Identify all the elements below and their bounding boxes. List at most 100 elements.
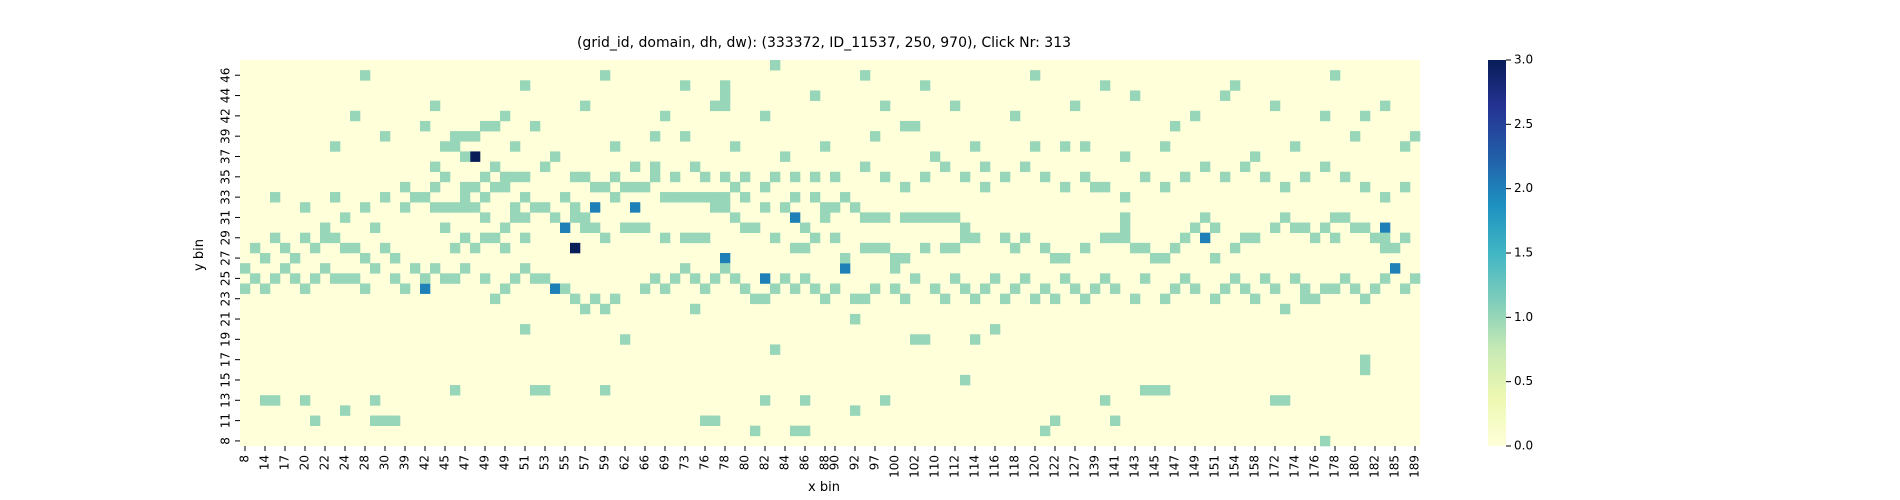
heatmap-cell (950, 242, 961, 254)
heatmap-cell (900, 253, 911, 264)
heatmap-cell (450, 242, 461, 254)
heatmap-cell (970, 141, 981, 152)
heatmap-cell (320, 232, 331, 244)
heatmap-cell (360, 283, 371, 294)
heatmap-cell (940, 242, 951, 254)
heatmap-cell (630, 222, 641, 233)
heatmap-cell (1130, 293, 1141, 305)
heatmap-cell (340, 405, 351, 416)
heatmap-cell (900, 120, 911, 132)
heatmap-cell (600, 70, 611, 81)
x-tick-label: 24 (338, 455, 352, 470)
x-tick-label: 14 (258, 455, 272, 470)
heatmap-cell (940, 212, 951, 223)
heatmap-cell (320, 222, 331, 233)
heatmap-cell (740, 192, 751, 203)
heatmap-cell (270, 273, 281, 284)
x-tick-label: 120 (1028, 455, 1042, 478)
heatmap-cell (1020, 232, 1031, 244)
heatmap-cell (420, 192, 431, 203)
heatmap-cell (1000, 171, 1011, 183)
heatmap-cell (770, 171, 781, 183)
heatmap-cell (1150, 385, 1161, 396)
y-tick-label: 35 (219, 169, 233, 184)
heatmap-cell (300, 283, 311, 294)
heatmap-cell (760, 181, 771, 193)
heatmap-cell (980, 181, 991, 193)
heatmap-cell (1040, 242, 1051, 254)
heatmap-cell (560, 192, 571, 203)
heatmap-cell (960, 374, 971, 386)
heatmap-cell (290, 273, 301, 284)
heatmap-cell (1330, 212, 1341, 223)
heatmap-cell (730, 212, 741, 223)
heatmap-cell (1080, 171, 1091, 183)
heatmap-cell (930, 283, 941, 294)
heatmap-cell (330, 232, 341, 244)
y-tick-label: 39 (219, 129, 233, 144)
x-tick-label: 145 (1148, 455, 1162, 478)
heatmap-cell (430, 202, 441, 213)
heatmap-cell (920, 212, 931, 223)
heatmap-cell (570, 171, 581, 183)
heatmap-cell (1180, 232, 1191, 244)
heatmap-cell (770, 60, 781, 71)
heatmap-cell (1290, 141, 1301, 152)
heatmap-cell (670, 171, 681, 183)
heatmap-cell (1260, 273, 1271, 284)
heatmap-cell (580, 303, 591, 315)
heatmap-cell (1170, 120, 1181, 132)
heatmap-cell (360, 202, 371, 213)
heatmap-cell (260, 283, 271, 294)
x-tick-label: 30 (378, 455, 392, 470)
heatmap-cell (1400, 283, 1411, 294)
heatmap-cell (890, 253, 901, 264)
heatmap-cell (1210, 293, 1221, 305)
x-tick-label: 139 (1088, 455, 1102, 478)
heatmap-cell (490, 181, 501, 193)
heatmap-cell (710, 273, 721, 284)
heatmap-cell (430, 161, 441, 173)
heatmap-cell (830, 283, 841, 294)
heatmap-cell (1030, 141, 1041, 152)
heatmap-cell (1380, 232, 1391, 244)
heatmap-cell (660, 283, 671, 294)
y-tick-label: 21 (219, 311, 233, 326)
heatmap-cell (1350, 131, 1361, 142)
heatmap-cell (760, 293, 771, 305)
heatmap-cell (930, 151, 941, 162)
heatmap-cell (880, 171, 891, 183)
heatmap-cell (510, 202, 521, 213)
heatmap-cell (300, 232, 311, 244)
heatmap-cell (800, 222, 811, 233)
x-tick-label: 149 (1188, 455, 1202, 478)
heatmap-cell (350, 110, 361, 122)
heatmap-cell (500, 283, 511, 294)
heatmap-cell (1100, 395, 1111, 406)
heatmap-cell (600, 385, 611, 396)
y-tick-label: 11 (219, 413, 233, 428)
heatmap-cell (330, 192, 341, 203)
heatmap-cell (870, 242, 881, 254)
heatmap-cell (1140, 242, 1151, 254)
heatmap-cell (1180, 273, 1191, 284)
heatmap-cell (1330, 283, 1341, 294)
heatmap-cell (630, 202, 641, 213)
heatmap-cell (810, 90, 821, 101)
y-tick-label: 29 (219, 230, 233, 245)
colorbar-tick-label: 2.0 (1514, 181, 1533, 195)
heatmap-cell (1110, 232, 1121, 244)
y-tick-label: 13 (219, 393, 233, 408)
x-axis-label: x bin (808, 480, 840, 495)
heatmap-cell (670, 273, 681, 284)
heatmap-cell (520, 232, 531, 244)
heatmap-cell (1120, 212, 1131, 223)
heatmap-cell (1310, 293, 1321, 305)
heatmap-cell (1120, 232, 1131, 244)
heatmap-cell (720, 90, 731, 101)
heatmap-cell (370, 395, 381, 406)
x-tick-label: 189 (1408, 455, 1422, 478)
heatmap-cell (680, 232, 691, 244)
heatmap-cell (450, 273, 461, 284)
